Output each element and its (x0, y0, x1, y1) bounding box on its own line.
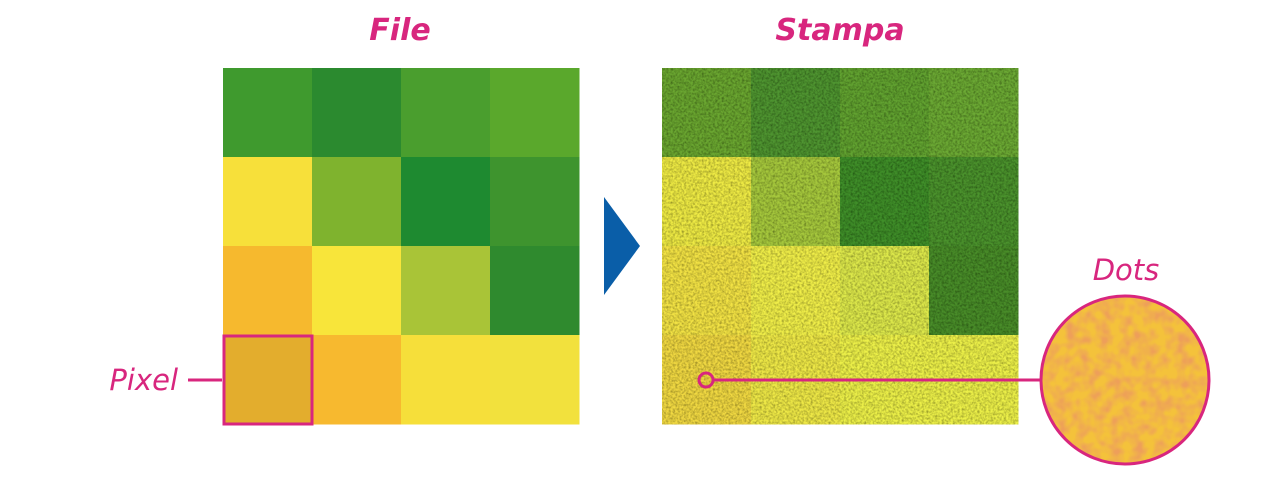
cell (223, 68, 313, 158)
cell (312, 68, 402, 158)
cell (312, 335, 402, 425)
zoom-texture (1042, 297, 1208, 463)
dots-marker (697, 371, 715, 389)
cell (490, 157, 580, 247)
cell (223, 246, 313, 336)
arrow (604, 197, 640, 295)
cell (751, 246, 841, 336)
cell (840, 157, 930, 247)
cell (929, 157, 1019, 247)
cell (401, 157, 491, 247)
cell (490, 246, 580, 336)
pixel-grid (223, 68, 580, 425)
zoom-ring (1039, 294, 1211, 466)
cell (840, 246, 930, 336)
cell (751, 68, 841, 158)
cell (840, 68, 930, 158)
pixel-label: Pixel (109, 363, 178, 397)
cell (662, 68, 752, 158)
cell (751, 157, 841, 247)
file-title: File (369, 13, 430, 48)
cell (662, 246, 752, 336)
cell (223, 335, 313, 425)
cell (401, 246, 491, 336)
cell (490, 68, 580, 158)
cell (401, 335, 491, 425)
print-title: Stampa (775, 13, 904, 48)
dots-zoom (1042, 297, 1208, 463)
cell (401, 68, 491, 158)
pixel-highlight (222, 334, 314, 426)
cell (312, 157, 402, 247)
print-grid (662, 68, 1019, 425)
cell (223, 157, 313, 247)
cell (929, 68, 1019, 158)
cell (929, 246, 1019, 336)
dots-label: Dots (1093, 253, 1160, 287)
cell (312, 246, 402, 336)
cell (662, 157, 752, 247)
cell (490, 335, 580, 425)
